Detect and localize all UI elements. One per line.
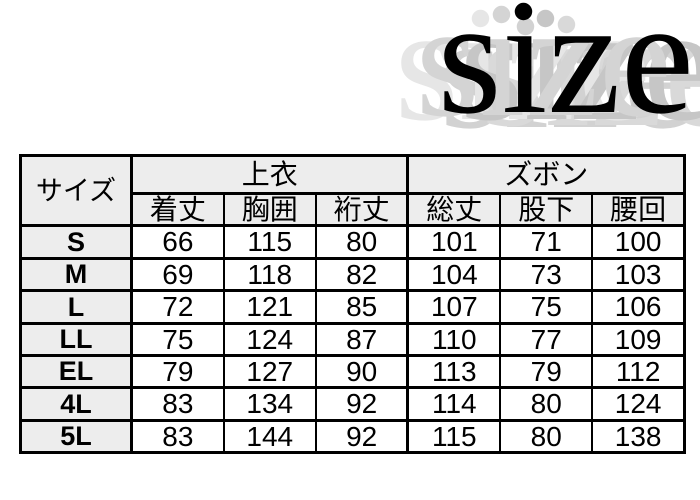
- value-cell: 121: [222, 289, 317, 325]
- column-header-chest: 胸囲: [222, 191, 317, 228]
- value-cell: 127: [222, 353, 317, 390]
- row-label: M: [19, 256, 133, 293]
- value-cell: 112: [591, 353, 686, 390]
- value-cell: 109: [591, 321, 686, 357]
- value-cell: 115: [406, 418, 502, 455]
- value-cell: 80: [499, 386, 594, 422]
- value-cell: 87: [314, 321, 409, 357]
- value-cell: 77: [499, 321, 594, 357]
- value-cell: 114: [406, 386, 502, 422]
- value-cell: 72: [130, 289, 225, 325]
- value-cell: 75: [499, 289, 594, 325]
- table-row: 5L 83 144 92 115 80 138: [19, 418, 686, 455]
- row-label: EL: [19, 353, 133, 390]
- table-row: 4L 83 134 92 114 80 124: [19, 386, 686, 422]
- value-cell: 106: [591, 289, 686, 325]
- value-cell: 103: [591, 256, 686, 293]
- value-cell: 144: [222, 418, 317, 455]
- row-label: S: [19, 224, 133, 260]
- value-cell: 69: [130, 256, 225, 293]
- row-label: LL: [19, 321, 133, 357]
- value-cell: 100: [591, 224, 686, 260]
- value-cell: 90: [314, 353, 409, 390]
- value-cell: 75: [130, 321, 225, 357]
- table-row: S 66 115 80 101 71 100: [19, 224, 686, 260]
- value-cell: 110: [406, 321, 502, 357]
- column-header-inseam: 股下: [499, 191, 594, 228]
- column-header-body-length: 着丈: [130, 191, 225, 228]
- value-cell: 82: [314, 256, 409, 293]
- row-label: 5L: [19, 418, 133, 455]
- table-row: L 72 121 85 107 75 106: [19, 289, 686, 325]
- value-cell: 92: [314, 386, 409, 422]
- row-label: 4L: [19, 386, 133, 422]
- header-row-measures: 着丈 胸囲 裄丈 総丈 股下 腰回: [21, 191, 686, 228]
- table-row: M 69 118 82 104 73 103: [19, 256, 686, 293]
- column-header-size: サイズ: [19, 153, 133, 228]
- value-cell: 138: [591, 418, 686, 455]
- value-cell: 79: [499, 353, 594, 390]
- row-label: L: [19, 289, 133, 325]
- column-header-sleeve: 裄丈: [314, 191, 409, 228]
- value-cell: 124: [222, 321, 317, 357]
- value-cell: 118: [222, 256, 317, 293]
- value-cell: 80: [499, 418, 594, 455]
- column-header-waist: 腰回: [591, 191, 686, 228]
- value-cell: 115: [222, 224, 317, 260]
- value-cell: 92: [314, 418, 409, 455]
- value-cell: 113: [406, 353, 502, 390]
- size-table: サイズ 上衣 ズボン 着丈 胸囲 裄丈 総丈 股下 腰回 S 66 115 80…: [19, 153, 686, 455]
- column-group-jacket: 上衣: [130, 154, 409, 195]
- value-cell: 104: [406, 256, 502, 293]
- value-cell: 71: [499, 224, 594, 260]
- page-title: size: [437, 0, 694, 148]
- value-cell: 134: [222, 386, 317, 422]
- value-cell: 80: [314, 224, 409, 260]
- value-cell: 83: [130, 386, 225, 422]
- value-cell: 79: [130, 353, 225, 390]
- table-row: EL 79 127 90 113 79 112: [19, 353, 686, 390]
- value-cell: 83: [130, 418, 225, 455]
- value-cell: 107: [406, 289, 502, 325]
- column-group-pants: ズボン: [406, 154, 686, 195]
- value-cell: 85: [314, 289, 409, 325]
- value-cell: 66: [130, 224, 225, 260]
- value-cell: 101: [406, 224, 502, 260]
- header-row-groups: サイズ 上衣 ズボン: [19, 153, 686, 228]
- column-header-total-length: 総丈: [406, 191, 502, 228]
- value-cell: 73: [499, 256, 594, 293]
- table-row: LL 75 124 87 110 77 109: [19, 321, 686, 357]
- value-cell: 124: [591, 386, 686, 422]
